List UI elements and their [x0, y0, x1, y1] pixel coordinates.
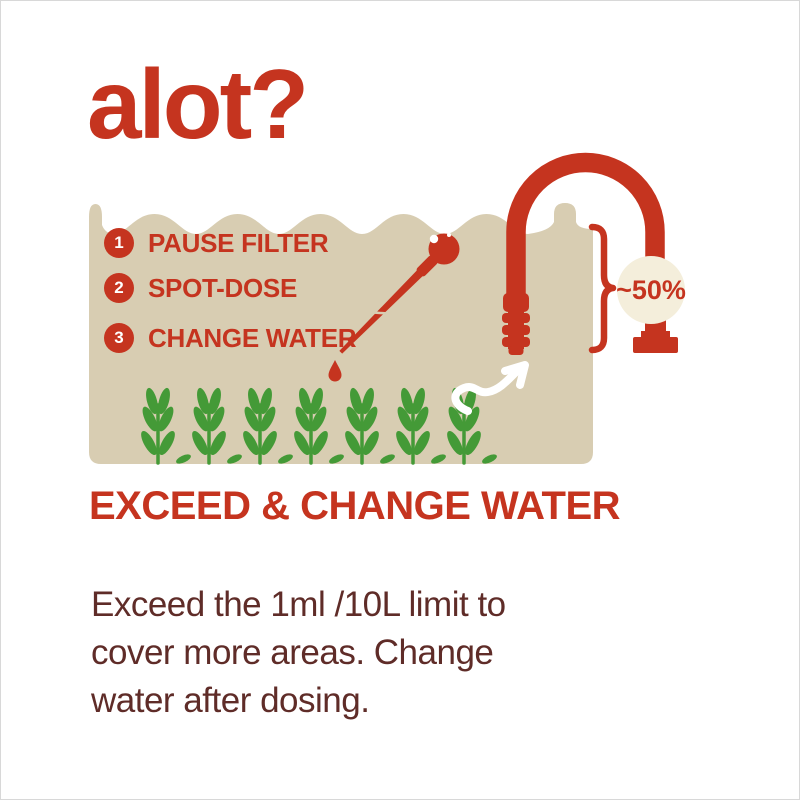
body-line: cover more areas. Change [91, 633, 494, 672]
page-title: alot? [87, 49, 309, 159]
badge-label: ~50% [616, 275, 686, 305]
step-number-badge: 2 [104, 273, 134, 303]
pipette-icon [339, 233, 460, 354]
body-line: water after dosing. [91, 681, 370, 720]
siphon-hose-icon [502, 152, 678, 355]
step-label: CHANGE WATER [148, 322, 357, 353]
brace-icon [588, 223, 617, 354]
step-row: 1 PAUSE FILTER [104, 227, 329, 258]
step-label: PAUSE FILTER [148, 227, 329, 258]
bulb-highlight [429, 234, 439, 244]
section-heading: EXCEED & CHANGE WATER [89, 484, 621, 528]
body-line: Exceed the 1ml /10L limit to [91, 585, 506, 624]
step-number-badge: 3 [104, 323, 134, 353]
step-number-badge: 1 [104, 228, 134, 258]
curved-arrow-icon [451, 361, 529, 415]
step-row: 2 SPOT-DOSE [104, 273, 297, 303]
droplet-icon [328, 360, 342, 382]
body-text: Exceed the 1ml /10L limit to cover more … [91, 581, 506, 725]
bulb-highlight [447, 233, 451, 237]
step-row: 3 CHANGE WATER [104, 322, 357, 353]
water-change-badge: ~50% [616, 256, 686, 324]
step-label: SPOT-DOSE [148, 272, 297, 303]
badge-circle [617, 256, 685, 324]
